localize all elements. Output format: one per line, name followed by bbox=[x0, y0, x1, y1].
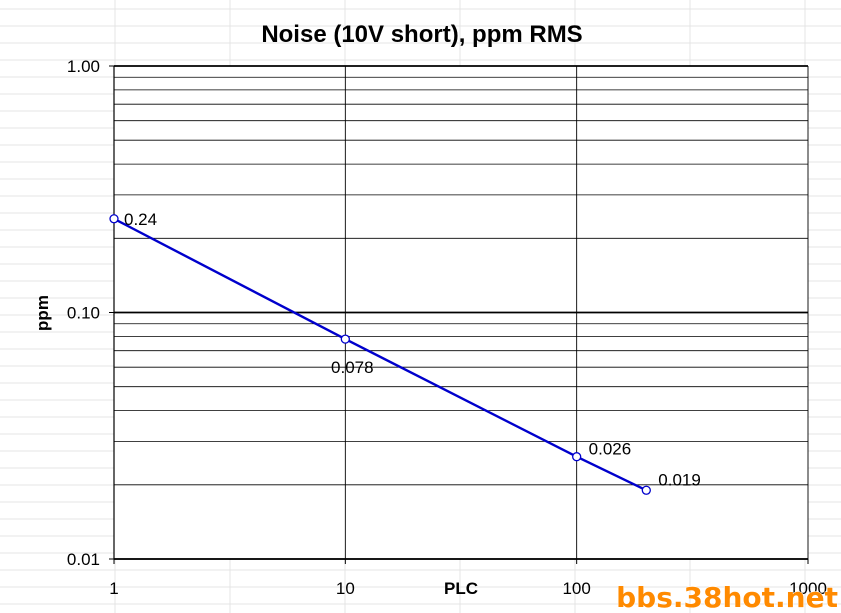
minor-gridlines bbox=[114, 76, 808, 486]
data-point-marker bbox=[572, 452, 582, 462]
watermark-text: bbs.38hot.net bbox=[616, 581, 838, 613]
data-label: 0.019 bbox=[658, 470, 701, 489]
data-point-marker bbox=[641, 485, 651, 495]
y-tick-labels: 0.01 0.10 1.00 bbox=[67, 57, 100, 569]
x-tick-labels: 1 10 100 1000 bbox=[109, 579, 827, 598]
x-axis-title: PLC bbox=[444, 579, 478, 598]
data-label: 0.24 bbox=[124, 210, 157, 229]
x-tick-label: 100 bbox=[562, 579, 590, 598]
series-layer: 0.24 0.078 0.026 0.019 bbox=[109, 210, 701, 495]
data-label: 0.026 bbox=[589, 440, 632, 459]
data-label: 0.078 bbox=[331, 358, 374, 377]
data-point-marker bbox=[109, 214, 119, 224]
data-point-marker bbox=[340, 334, 350, 344]
y-tick-label: 0.01 bbox=[67, 550, 100, 569]
x-tick-label: 10 bbox=[336, 579, 355, 598]
y-tick-label: 1.00 bbox=[67, 57, 100, 76]
y-tick-label: 0.10 bbox=[67, 304, 100, 323]
chart-title: Noise (10V short), ppm RMS bbox=[261, 21, 582, 48]
x-tick-label: 1 bbox=[109, 579, 118, 598]
x-tick-label: 1000 bbox=[789, 579, 827, 598]
series-line bbox=[113, 217, 647, 492]
y-axis-title: ppm bbox=[33, 295, 52, 331]
